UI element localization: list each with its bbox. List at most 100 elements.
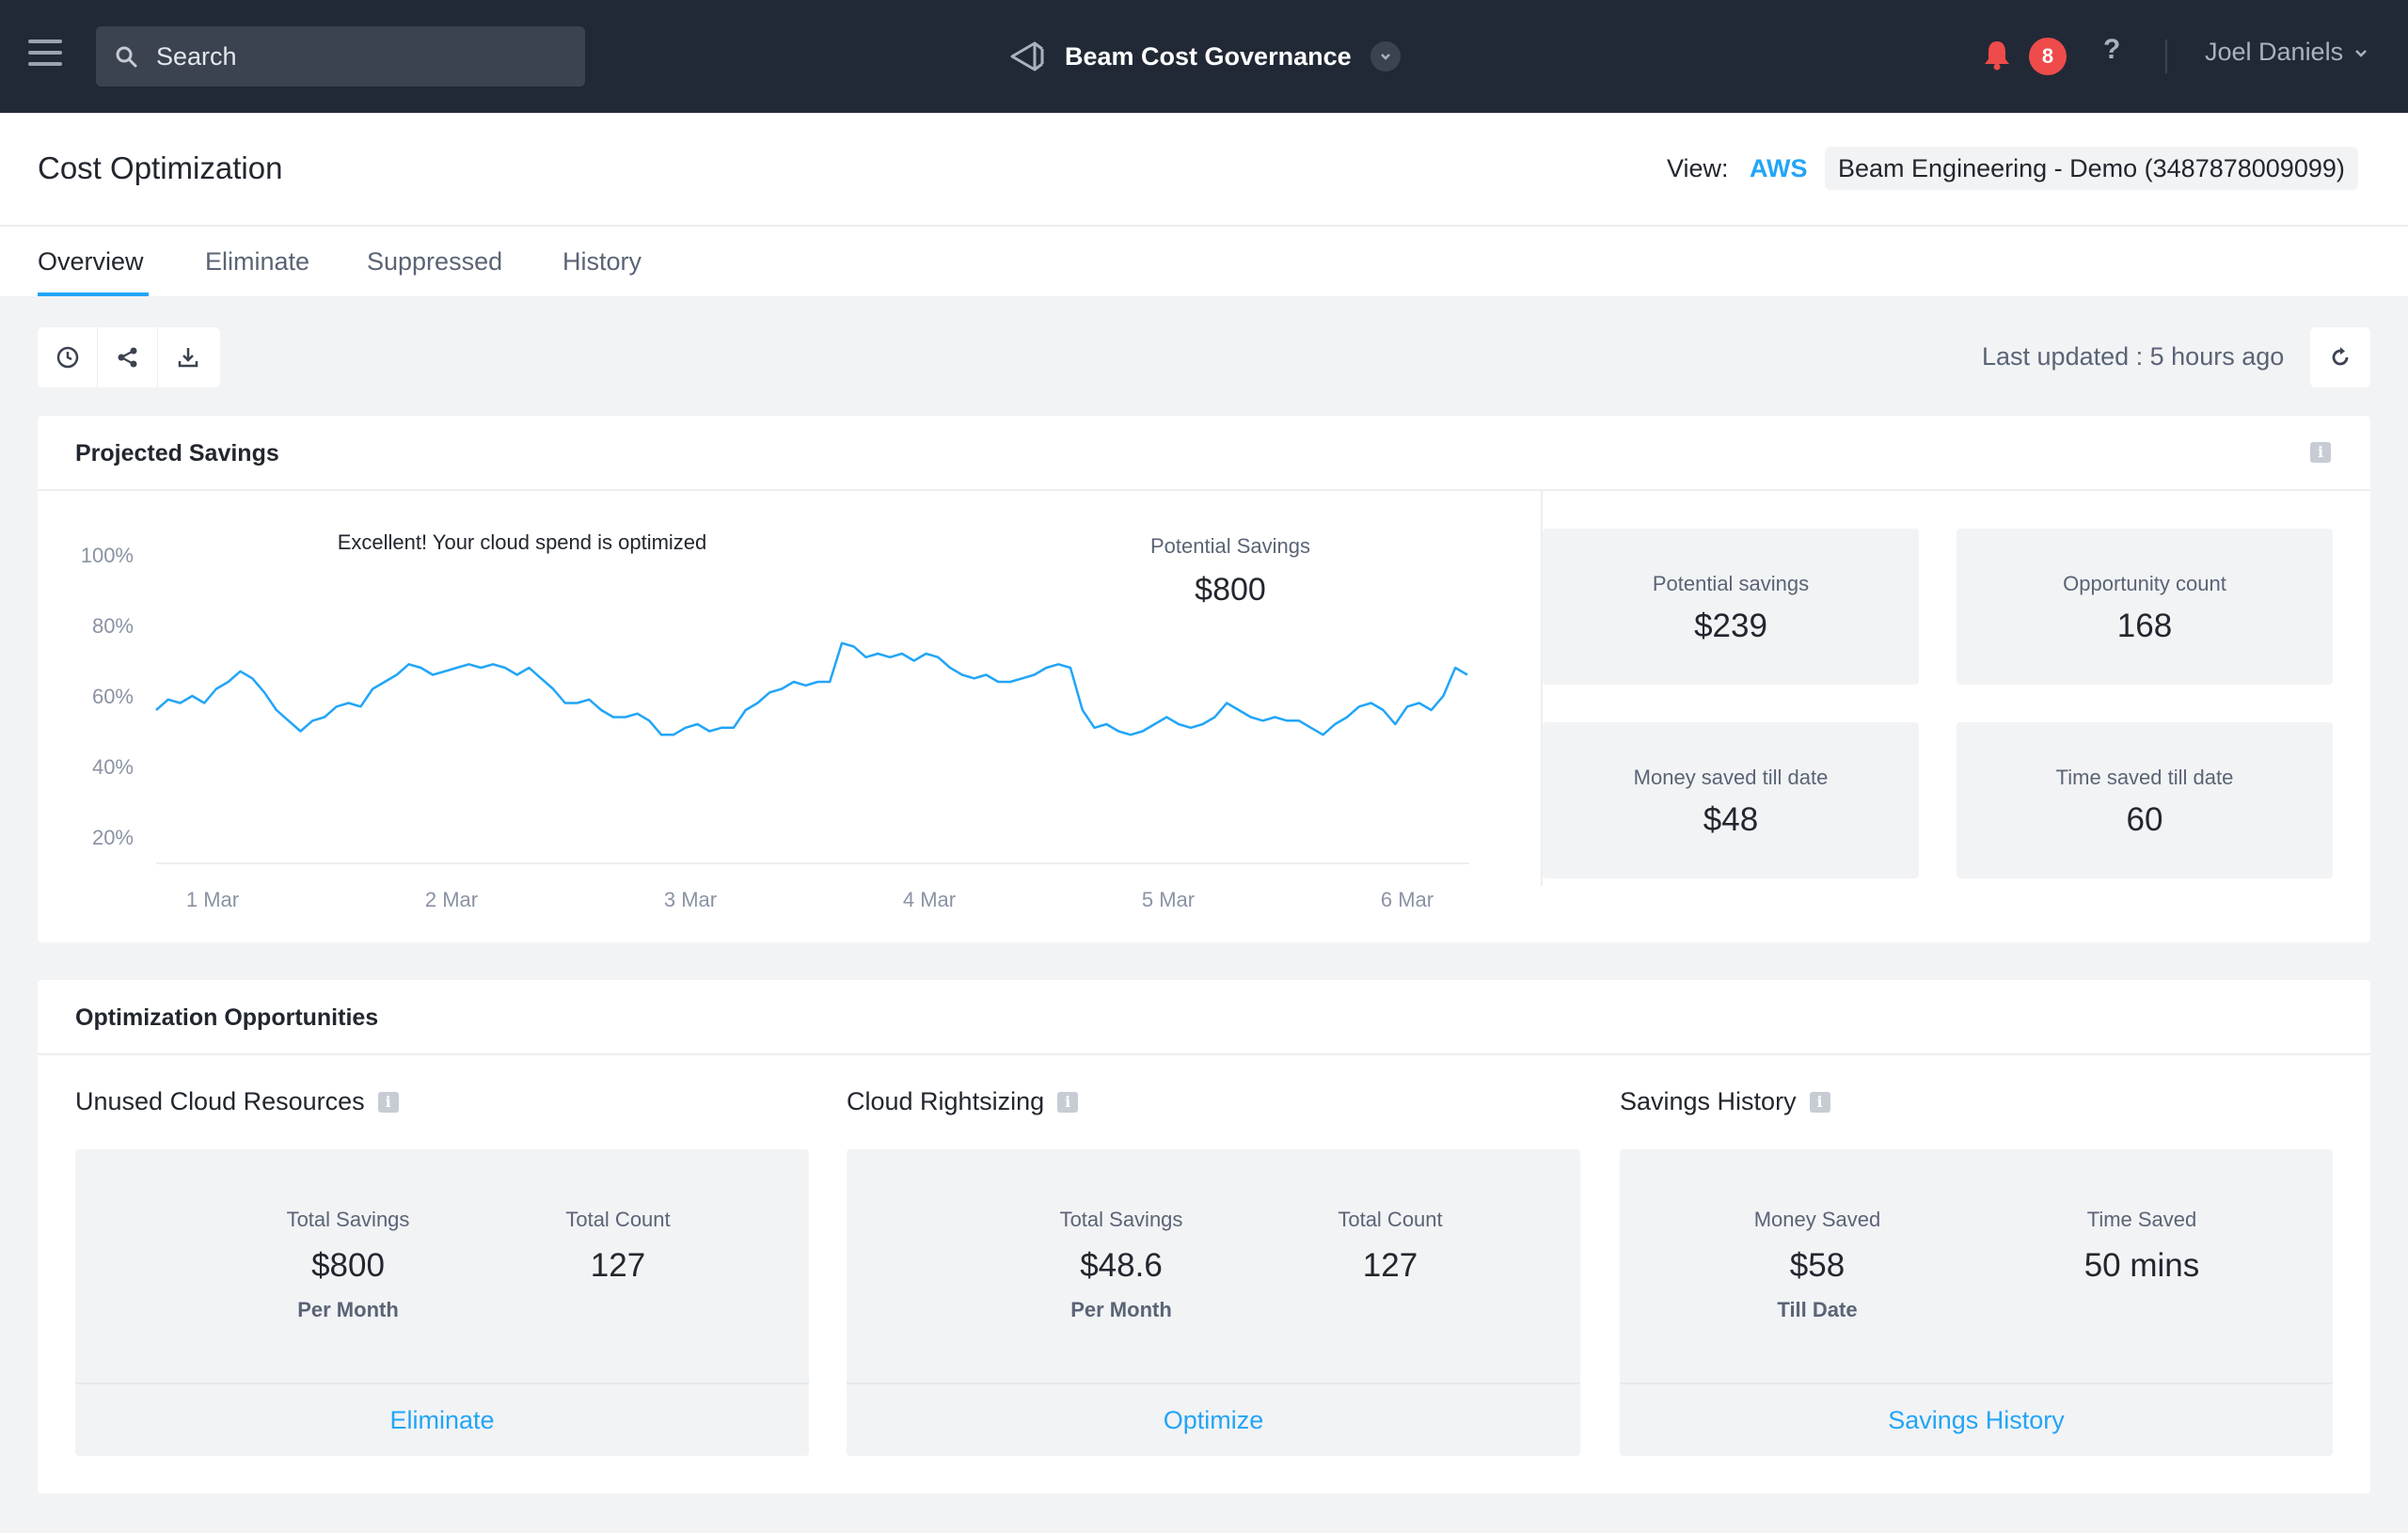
stat-value: $48.6 [1080,1247,1163,1284]
search-input[interactable]: Search [96,26,585,87]
eliminate-link[interactable]: Eliminate [389,1406,495,1434]
potential-savings-label: Potential Savings [1150,534,1310,558]
app-switcher[interactable]: Beam Cost Governance [1006,28,1401,85]
user-name: Joel Daniels [2205,38,2344,66]
tab-history[interactable]: History [562,247,642,276]
download-button[interactable] [158,327,218,387]
stat-value: 50 mins [2083,1247,2200,1284]
potential-savings-value: $800 [1195,572,1266,608]
notification-count-badge[interactable]: 8 [2029,38,2067,75]
section-title: Cloud Rightsizing [847,1087,1045,1115]
tile-label: Opportunity count [2063,572,2226,595]
total-savings-stat: Total Savings $800 Per Month [207,1208,489,1322]
tile-label: Potential savings [1652,572,1810,595]
y-tick-label: 80% [92,614,134,638]
info-icon[interactable]: i [1809,1091,1830,1113]
y-tick-label: 40% [92,755,134,779]
x-tick-label: 5 Mar [1142,888,1195,911]
page-title: Cost Optimization [38,150,283,185]
unused-resources-panel: Total Savings $800 Per Month Total Count… [75,1149,809,1456]
stat-sublabel: Till Date [1777,1298,1858,1321]
potential-savings-tile: Potential savings $239 [1543,529,1919,685]
stat-label: Total Count [565,1208,671,1231]
search-icon [116,46,137,68]
projected-savings-title: Projected Savings [75,440,279,466]
tile-value: 60 [2126,801,2163,838]
panel-divider [75,1383,809,1384]
total-savings-stat: Total Savings $48.6 Per Month [980,1208,1262,1322]
x-tick-label: 1 Mar [186,888,239,911]
share-icon [118,347,136,368]
savings-series-line [155,641,1468,736]
savings-line-chart: Excellent! Your cloud spend is optimized… [81,530,1469,911]
time-saved-tile: Time saved till date 60 [1956,722,2333,878]
stat-label: Total Savings [286,1208,410,1231]
chevron-down-icon [1380,54,1390,60]
cloud-rightsizing-title: Cloud Rightsizing i [847,1087,1079,1116]
stat-sublabel: Per Month [1070,1298,1172,1321]
tab-eliminate[interactable]: Eliminate [205,247,310,276]
stat-value: $58 [1789,1247,1846,1284]
projected-savings-card: Projected Savings i Excellent! Your clou… [38,416,2370,942]
section-title: Unused Cloud Resources [75,1087,365,1115]
user-menu[interactable]: Joel Daniels [2205,38,2369,67]
y-tick-label: 100% [81,544,134,567]
page-header: Cost Optimization View: AWS Beam Enginee… [0,113,2408,227]
x-axis: 1 Mar 2 Mar 3 Mar 4 Mar 5 Mar 6 Mar [186,888,1434,911]
active-tab-indicator [38,292,149,296]
cloud-provider-selector[interactable]: AWS [1750,154,1808,182]
stat-value: 127 [1362,1247,1418,1284]
notifications-bell-icon[interactable] [1980,38,2014,71]
x-tick-label: 4 Mar [903,888,956,911]
stat-label: Total Count [1338,1208,1443,1231]
tab-bar: Overview Eliminate Suppressed History [0,227,2408,296]
account-selector[interactable]: Beam Engineering - Demo (3487878009099) [1825,147,2358,190]
savings-history-link[interactable]: Savings History [1888,1406,2065,1434]
panel-divider [847,1383,1580,1384]
help-button[interactable]: ? [2103,34,2121,65]
search-placeholder: Search [156,42,237,71]
cloud-rightsizing-panel: Total Savings $48.6 Per Month Total Coun… [847,1149,1580,1456]
refresh-button[interactable] [2310,327,2370,387]
action-toolbar [38,327,220,387]
money-saved-tile: Money saved till date $48 [1543,722,1919,878]
tile-value: 168 [2116,608,2173,644]
savings-history-title: Savings History i [1620,1087,1830,1116]
tab-suppressed[interactable]: Suppressed [367,247,503,276]
topbar-divider [2165,40,2167,73]
optimize-link[interactable]: Optimize [1163,1406,1264,1434]
info-icon[interactable]: i [1057,1091,1079,1113]
unused-resources-title: Unused Cloud Resources i [75,1087,399,1116]
tile-label: Money saved till date [1633,766,1829,789]
tile-value: $239 [1694,608,1767,644]
section-title: Savings History [1620,1087,1797,1115]
savings-history-panel: Money Saved $58 Till Date Time Saved 50 … [1620,1149,2333,1456]
tile-label: Time saved till date [2055,766,2234,789]
stat-sublabel: Per Month [297,1298,399,1321]
schedule-button[interactable] [38,327,98,387]
x-tick-label: 3 Mar [664,888,717,911]
last-updated-text: Last updated : 5 hours ago [1982,342,2285,371]
share-button[interactable] [98,327,158,387]
tab-overview[interactable]: Overview [38,247,144,276]
y-tick-label: 60% [92,685,134,708]
total-count-stat: Total Count 127 [477,1208,759,1285]
info-icon[interactable]: i [2310,442,2331,463]
optimization-title: Optimization Opportunities [75,1004,379,1031]
top-navigation-bar: Search Beam Cost Governance 8 ? Joel Dan… [0,0,2408,113]
view-label: View: [1667,154,1729,182]
panel-divider [1620,1383,2333,1384]
hamburger-menu-icon[interactable] [28,40,62,73]
clock-icon [56,346,78,369]
app-title: Beam Cost Governance [1065,41,1352,71]
chevron-down-icon [2355,49,2367,57]
download-icon [178,348,198,368]
stat-value: 127 [590,1247,646,1284]
card-divider [38,489,2370,491]
info-icon[interactable]: i [377,1091,399,1113]
card-divider [38,1053,2370,1055]
app-dropdown-button[interactable] [1370,41,1401,71]
x-tick-label: 2 Mar [425,888,478,911]
tile-value: $48 [1703,801,1759,838]
money-saved-stat: Money Saved $58 Till Date [1676,1208,1958,1322]
